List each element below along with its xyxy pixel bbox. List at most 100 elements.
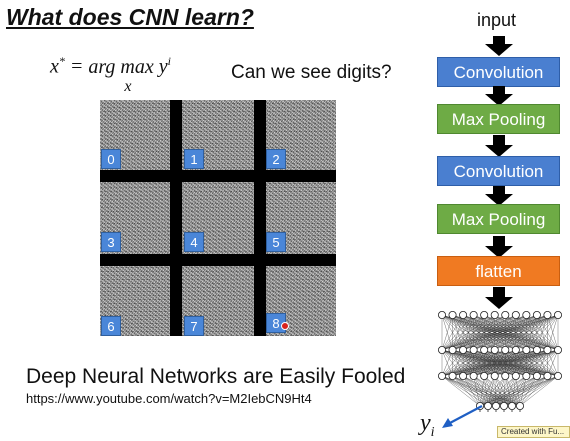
- network-edge: [519, 375, 559, 407]
- network-edge: [503, 375, 527, 407]
- formula-argmax-sub: x: [124, 77, 132, 95]
- network-edge: [452, 375, 513, 407]
- network-node: [480, 372, 489, 381]
- network-node: [438, 372, 446, 381]
- network-node: [532, 346, 541, 355]
- network-node: [500, 402, 509, 411]
- network-node: [501, 311, 510, 319]
- network-edge: [441, 349, 506, 377]
- network-node: [459, 372, 468, 381]
- formula-lhs: x: [50, 55, 59, 78]
- network-edge: [511, 375, 538, 407]
- network-edge: [462, 375, 505, 407]
- network-edge: [441, 375, 497, 407]
- output-arrow-icon: [442, 405, 483, 428]
- network-node: [522, 311, 531, 319]
- network-edge: [484, 314, 559, 351]
- formula-rhs: y: [158, 55, 168, 78]
- network-edge: [463, 375, 521, 407]
- network-edge: [484, 375, 489, 407]
- network-edge: [441, 349, 537, 377]
- output-label-y: y: [420, 410, 431, 436]
- down-arrow-icon: [485, 236, 513, 258]
- network-node: [438, 346, 446, 355]
- network-node: [516, 402, 525, 411]
- network-node: [543, 311, 552, 319]
- cell-label-4: 4: [184, 232, 204, 252]
- network-edge: [487, 375, 538, 407]
- output-label-sub: i: [430, 424, 435, 440]
- network-node: [501, 346, 510, 355]
- network-nodes: [438, 311, 563, 412]
- network-edge: [441, 314, 495, 351]
- network-node: [554, 311, 563, 319]
- network-edge: [484, 375, 497, 407]
- network-edge: [441, 314, 506, 351]
- network-edge: [441, 314, 516, 351]
- network-node: [511, 311, 520, 319]
- network-node: [508, 402, 517, 411]
- network-node: [490, 311, 499, 319]
- network-edge: [495, 375, 527, 407]
- network-node: [469, 346, 478, 355]
- cell-label-0: 0: [101, 149, 121, 169]
- network-edge: [441, 375, 505, 407]
- convolution-block-2: Convolution: [437, 156, 560, 186]
- network-edge: [441, 314, 485, 351]
- cell-label-6: 6: [101, 316, 121, 336]
- network-edge: [494, 349, 559, 377]
- down-arrow-icon: [485, 36, 513, 56]
- network-edge: [473, 375, 489, 407]
- cell-label-7: 7: [184, 316, 204, 336]
- network-edge: [503, 375, 559, 407]
- network-edge: [547, 349, 559, 377]
- grid-bar-v1: [170, 100, 182, 336]
- watermark-badge: Created with Fu...: [497, 426, 570, 438]
- network-edge: [526, 314, 559, 351]
- grid-bar-h1: [100, 170, 336, 182]
- network-edge: [473, 375, 481, 407]
- network-edge: [452, 314, 559, 351]
- network-node: [554, 346, 563, 355]
- network-edge: [495, 375, 559, 407]
- cell-label-3: 3: [101, 232, 121, 252]
- network-node: [501, 372, 510, 381]
- network-edge: [484, 375, 505, 407]
- red-marker-dot: [281, 322, 289, 330]
- network-node: [554, 372, 563, 381]
- network-edge: [441, 349, 485, 377]
- network-node: [480, 311, 489, 319]
- cell-label-5: 5: [266, 232, 286, 252]
- network-edge: [484, 349, 559, 377]
- network-edge: [505, 314, 559, 351]
- network-edge: [473, 375, 505, 407]
- reference-url[interactable]: https://www.youtube.com/watch?v=M2IebCN9…: [26, 391, 312, 406]
- network-node: [448, 346, 457, 355]
- network-edge: [452, 375, 505, 407]
- network-edge: [487, 375, 548, 407]
- network-edge: [479, 375, 485, 407]
- network-node: [532, 311, 541, 319]
- network-edge: [441, 375, 489, 407]
- grid-bar-h2: [100, 254, 336, 266]
- network-node: [490, 346, 499, 355]
- cell-label-2: 2: [266, 149, 286, 169]
- network-edge: [479, 375, 495, 407]
- network-edge: [495, 375, 548, 407]
- network-edge: [463, 349, 559, 377]
- network-edge: [511, 375, 559, 407]
- network-node: [511, 372, 520, 381]
- network-edge: [441, 314, 453, 351]
- network-edge: [473, 314, 559, 351]
- network-edge: [452, 375, 497, 407]
- down-arrow-icon: [485, 135, 513, 157]
- network-edge: [441, 314, 548, 351]
- formula-lhs-sup: *: [58, 54, 65, 68]
- network-node: [532, 372, 541, 381]
- network-edge: [487, 375, 559, 407]
- network-node: [522, 372, 531, 381]
- network-edge: [519, 375, 548, 407]
- slide-title: What does CNN learn?: [6, 4, 254, 30]
- formula-argmax: arg max x: [88, 56, 153, 95]
- network-edge: [441, 375, 481, 407]
